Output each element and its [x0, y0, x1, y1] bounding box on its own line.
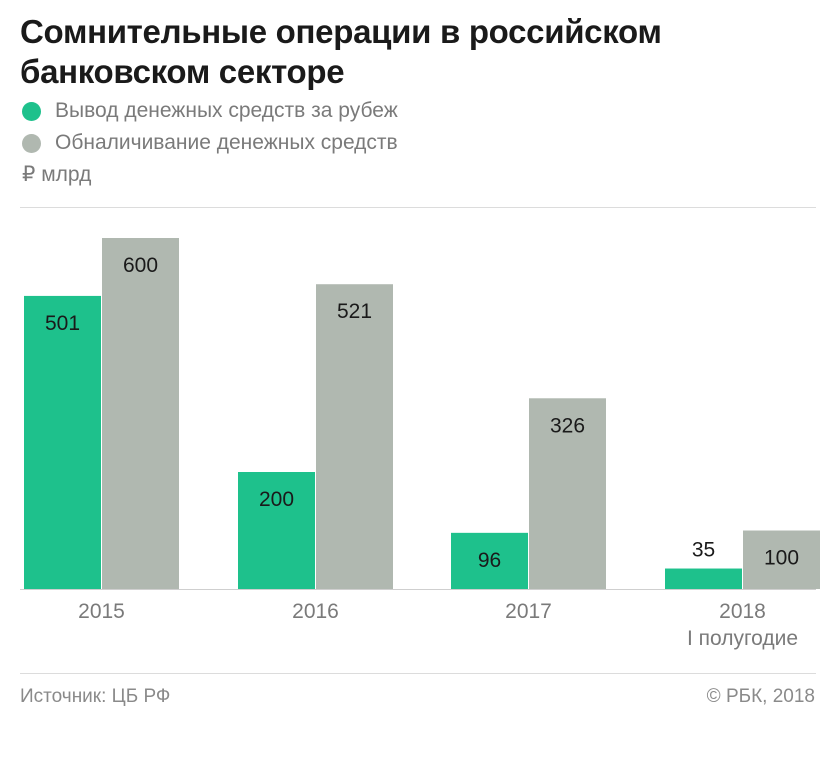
bar-export-2015 [24, 295, 101, 589]
legend-swatch-green-icon [22, 101, 41, 121]
bar-cashout-2018 [743, 530, 820, 589]
bar-export-2017 [451, 532, 528, 589]
value-label: 35 [692, 539, 715, 562]
bar-cashout-2015 [102, 238, 179, 589]
unit-label: ₽ млрд [22, 163, 92, 186]
legend-item-cashout: Обналичивание денежных средств [22, 128, 398, 158]
value-label: 200 [259, 488, 294, 511]
bar-cashout-2017 [529, 398, 606, 589]
chart-title: Сомнительные операции в российском банко… [20, 13, 662, 90]
value-label: 501 [45, 312, 80, 335]
value-label: 326 [550, 414, 585, 437]
legend-swatch-gray-icon [22, 133, 41, 153]
bar-export-2018 [665, 568, 742, 589]
value-label: 96 [478, 549, 501, 572]
bar-cashout-2016 [316, 284, 393, 589]
category-label: 2015 [78, 600, 125, 623]
category-label: 2016 [292, 600, 339, 623]
legend-item-export: Вывод денежных средств за рубеж [22, 96, 398, 126]
value-label: 600 [123, 254, 158, 277]
copyright-note: © РБК, 2018 [706, 686, 815, 707]
top-divider [20, 207, 816, 208]
source-note: Источник: ЦБ РФ [20, 686, 171, 707]
category-sublabel: I полугодие [687, 627, 798, 650]
bottom-divider [20, 673, 816, 674]
value-label: 100 [764, 547, 799, 570]
bar-export-2016 [238, 472, 315, 589]
legend-label: Вывод денежных средств за рубеж [55, 99, 398, 122]
category-label: 2017 [505, 600, 552, 623]
category-label: 2018 [719, 600, 766, 623]
value-label: 521 [337, 300, 372, 323]
legend-label: Обналичивание денежных средств [55, 131, 398, 154]
